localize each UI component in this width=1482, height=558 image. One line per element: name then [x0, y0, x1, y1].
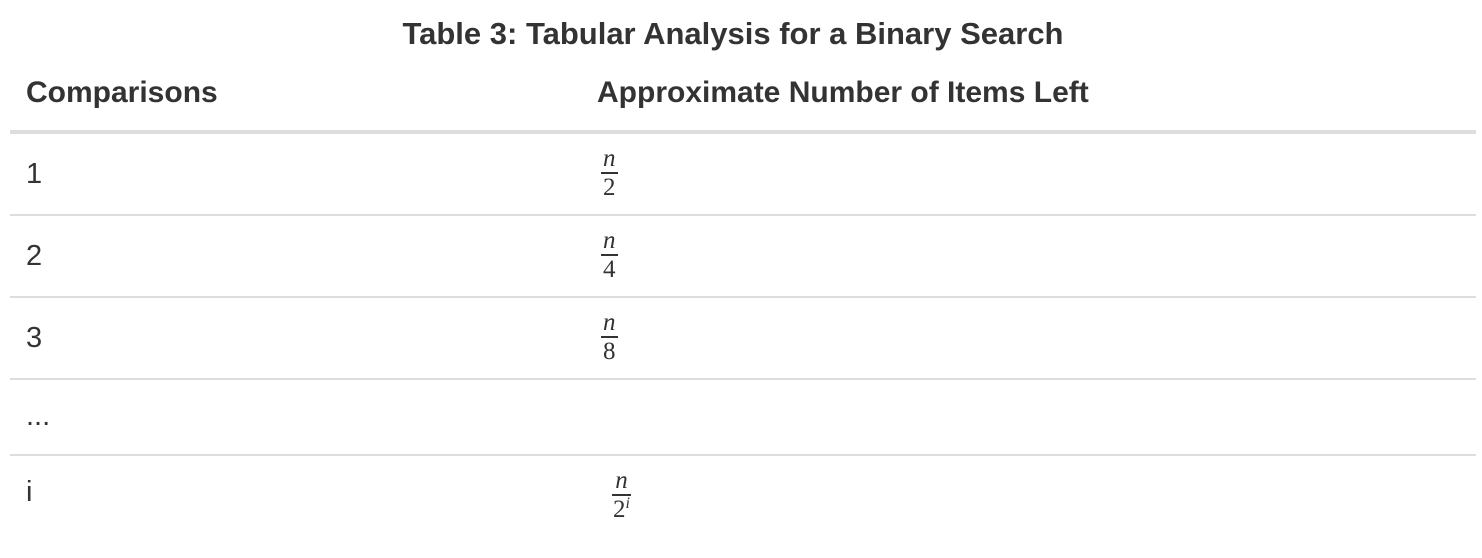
fraction-bar [612, 494, 631, 496]
comparisons-cell: i [26, 476, 33, 508]
table-caption: Table 3: Tabular Analysis for a Binary S… [402, 16, 1064, 51]
comparisons-cell: ... [26, 400, 51, 432]
column-header-comparisons: Comparisons [26, 76, 218, 109]
comparisons-cell: 1 [26, 158, 43, 190]
table-header-row: Comparisons Approximate Number of Items … [10, 70, 1476, 134]
table-row: i n 2i [10, 456, 1476, 538]
items-left-fraction: n 8 [601, 309, 618, 366]
table-row: 2 n 4 [10, 216, 1476, 298]
table-row: 1 n 2 [10, 134, 1476, 216]
items-left-fraction: n 2i [612, 467, 631, 524]
fraction-denominator: 2i [612, 496, 631, 524]
column-header-items-left: Approximate Number of Items Left [597, 76, 1089, 109]
fraction-bar [601, 254, 618, 256]
comparisons-cell: 3 [26, 322, 43, 354]
comparisons-cell: 2 [26, 240, 43, 272]
fraction-denominator: 8 [603, 338, 616, 365]
fraction-exponent: i [625, 495, 630, 512]
fraction-numerator: n [603, 145, 616, 172]
items-left-fraction: n 4 [601, 227, 618, 284]
fraction-bar [601, 172, 618, 174]
binary-search-table: Comparisons Approximate Number of Items … [10, 70, 1476, 538]
fraction-numerator: n [603, 227, 616, 254]
fraction-denominator-base: 2 [613, 496, 626, 523]
fraction-denominator: 2 [603, 174, 616, 201]
fraction-numerator: n [615, 467, 628, 494]
items-left-fraction: n 2 [601, 145, 618, 202]
fraction-denominator: 4 [603, 256, 616, 283]
fraction-bar [601, 336, 618, 338]
fraction-numerator: n [603, 309, 616, 336]
table-row: ... [10, 380, 1476, 456]
table-row: 3 n 8 [10, 298, 1476, 380]
